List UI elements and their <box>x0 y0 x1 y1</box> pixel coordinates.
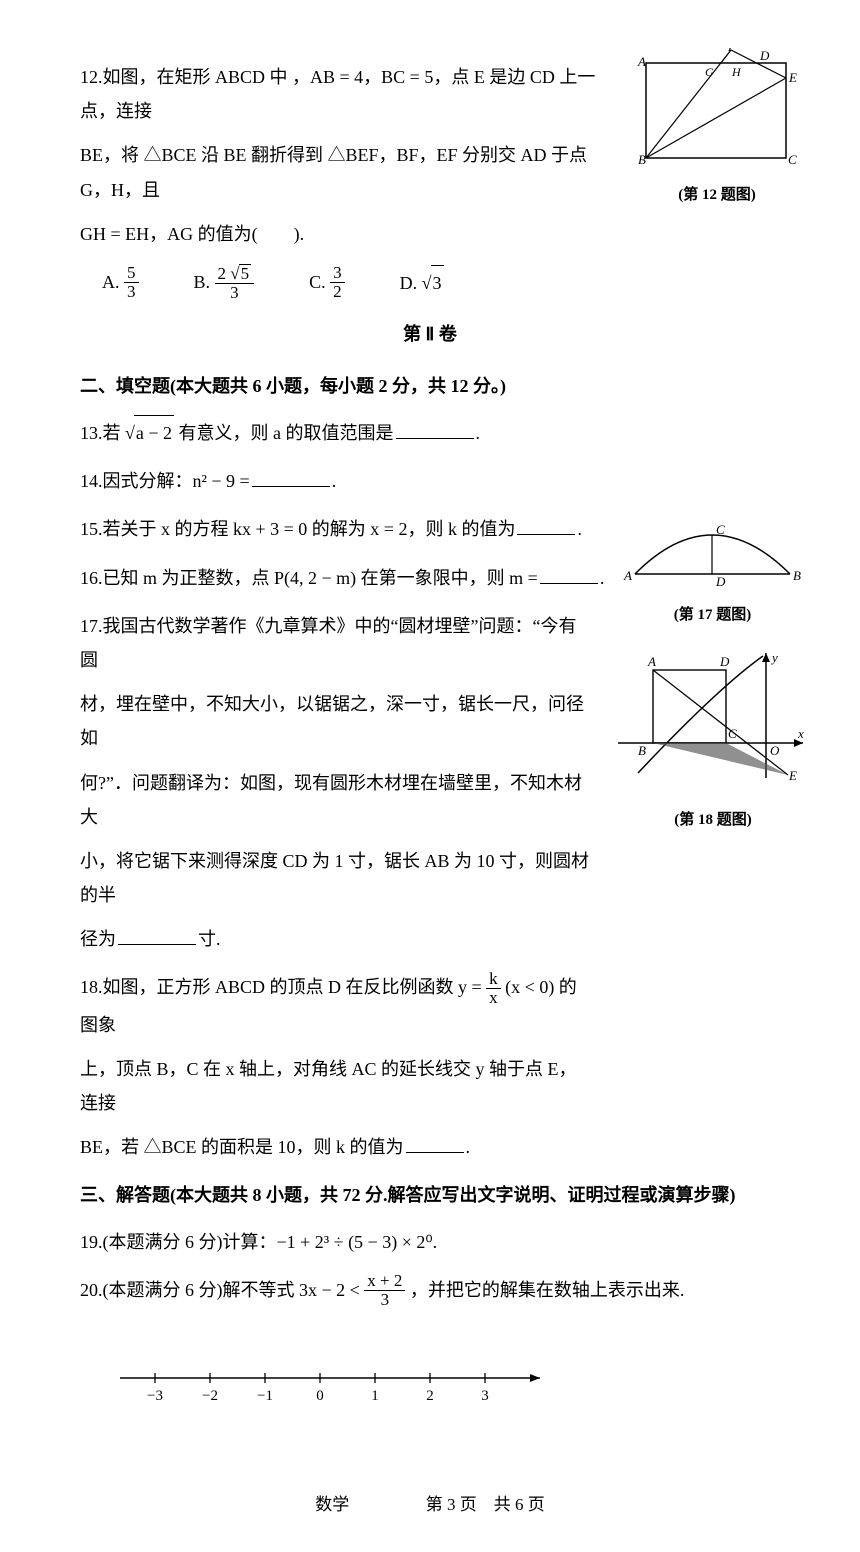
page-container: A B C D E F G H (第 12 题图) 12.如图，在矩形 ABCD… <box>0 0 860 1552</box>
fig18-label-E: E <box>788 768 797 783</box>
page-footer: 数学 第 3 页 共 6 页 <box>80 1489 780 1521</box>
figure-17: A B C D (第 17 题图) <box>620 516 805 630</box>
fig12-label-F: F <box>727 48 737 54</box>
figure-17-svg: A B C D <box>620 516 805 588</box>
q14-blank <box>252 470 330 487</box>
fig17-label-D: D <box>715 574 726 588</box>
question-19: 19.(本题满分 6 分)计算：−1 + 2³ ÷ (5 − 3) × 2⁰. <box>80 1225 780 1259</box>
q12-choice-A: A. 53 <box>102 265 139 303</box>
fig18-label-D: D <box>719 654 730 669</box>
footer-page: 第 3 页 共 6 页 <box>426 1495 545 1514</box>
q17-line3: 何?”．问题翻译为：如图，现有圆形木材埋在墙壁里，不知木材大 <box>80 766 590 834</box>
q17-line1: 17.我国古代数学著作《九章算术》中的“圆材埋壁”问题：“今有圆 <box>80 609 590 677</box>
fig12-label-D: D <box>759 48 770 63</box>
fill-blank-title: 二、填空题(本大题共 6 小题，每小题 2 分，共 12 分。) <box>80 369 780 403</box>
q16-blank <box>540 566 598 583</box>
q12-choice-B: B. 2 √53 <box>194 265 255 303</box>
question-13: 13.若 √a − 2 有意义，则 a 的取值范围是. <box>80 415 780 450</box>
q18-line2: 上，顶点 B，C 在 x 轴上，对角线 AC 的延长线交 y 轴于点 E，连接 <box>80 1052 590 1120</box>
q17-blank <box>118 928 196 945</box>
section-2-title: 第 Ⅱ 卷 <box>80 317 780 351</box>
figure-17-caption: (第 17 题图) <box>620 601 805 630</box>
solve-title: 三、解答题(本大题共 8 小题，共 72 分.解答应写出文字说明、证明过程或演算… <box>80 1178 780 1212</box>
question-14: 14.因式分解：n² − 9 =. <box>80 464 780 498</box>
svg-text:−3: −3 <box>147 1388 163 1404</box>
fig12-label-G: G <box>705 65 714 79</box>
fig18-label-A: A <box>647 654 656 669</box>
q12-choice-D: D. √3 <box>400 265 444 303</box>
fig18-label-B: B <box>638 743 646 758</box>
q18-blank <box>406 1136 464 1153</box>
fig12-label-H: H <box>731 65 742 79</box>
fig12-label-A: A <box>637 54 646 69</box>
question-20: 20.(本题满分 6 分)解不等式 3x − 2 < x + 23 ，并把它的解… <box>80 1273 780 1310</box>
question-18: 18.如图，正方形 ABCD 的顶点 D 在反比例函数 y = kx (x < … <box>80 970 590 1164</box>
q18-line3: BE，若 △BCE 的面积是 10，则 k 的值为. <box>80 1130 590 1164</box>
svg-text:0: 0 <box>316 1388 324 1404</box>
svg-text:2: 2 <box>426 1388 434 1404</box>
figure-12-svg: A B C D E F G H <box>636 48 798 168</box>
question-12: 12.如图，在矩形 ABCD 中 ，AB = 4，BC = 5，点 E 是边 C… <box>80 60 600 251</box>
fig17-label-B: B <box>793 568 801 583</box>
question-17: 17.我国古代数学著作《九章算术》中的“圆材埋壁”问题：“今有圆 材，埋在壁中，… <box>80 609 590 957</box>
figure-18-caption: (第 18 题图) <box>618 806 808 835</box>
q17-line2: 材，埋在壁中，不知大小，以锯锯之，深一寸，锯长一尺，问径如 <box>80 687 590 755</box>
q15-blank <box>517 518 575 535</box>
footer-subject: 数学 <box>315 1495 349 1514</box>
figure-12-caption: (第 12 题图) <box>636 181 798 210</box>
q13-blank <box>396 422 474 439</box>
fig18-label-C: C <box>728 726 737 741</box>
fig17-label-C: C <box>716 522 725 537</box>
fig18-label-y: y <box>770 650 778 665</box>
number-line-svg: −3 −2 −1 0 1 2 3 <box>120 1358 560 1408</box>
q12-line2: BE，将 △BCE 沿 BE 翻折得到 △BEF，BF，EF 分别交 AD 于点… <box>80 138 600 206</box>
figure-18: A D B C E O x y (第 18 题图) <box>618 648 808 835</box>
q18-line1: 18.如图，正方形 ABCD 的顶点 D 在反比例函数 y = kx (x < … <box>80 970 590 1041</box>
fig18-label-O: O <box>770 743 780 758</box>
number-line: −3 −2 −1 0 1 2 3 <box>120 1358 780 1419</box>
fig12-label-C: C <box>788 152 797 167</box>
figure-18-svg: A D B C E O x y <box>618 648 808 793</box>
fig18-label-x: x <box>797 726 804 741</box>
svg-text:−2: −2 <box>202 1388 218 1404</box>
svg-text:3: 3 <box>481 1388 489 1404</box>
q12-choice-C: C. 32 <box>309 265 345 303</box>
figure-12: A B C D E F G H (第 12 题图) <box>636 48 798 210</box>
svg-text:1: 1 <box>371 1388 379 1404</box>
q12-choices: A. 53 B. 2 √53 C. 32 D. √3 <box>102 265 780 303</box>
fig12-label-B: B <box>638 152 646 167</box>
q12-line1: 12.如图，在矩形 ABCD 中 ，AB = 4，BC = 5，点 E 是边 C… <box>80 60 600 128</box>
q12-line3: GH = EH，AG 的值为( ). <box>80 217 600 251</box>
fig12-label-E: E <box>788 70 797 85</box>
svg-text:−1: −1 <box>257 1388 273 1404</box>
q17-line5: 径为寸. <box>80 922 590 956</box>
fig17-label-A: A <box>623 568 632 583</box>
q17-line4: 小，将它锯下来测得深度 CD 为 1 寸，锯长 AB 为 10 寸，则圆材的半 <box>80 844 590 912</box>
